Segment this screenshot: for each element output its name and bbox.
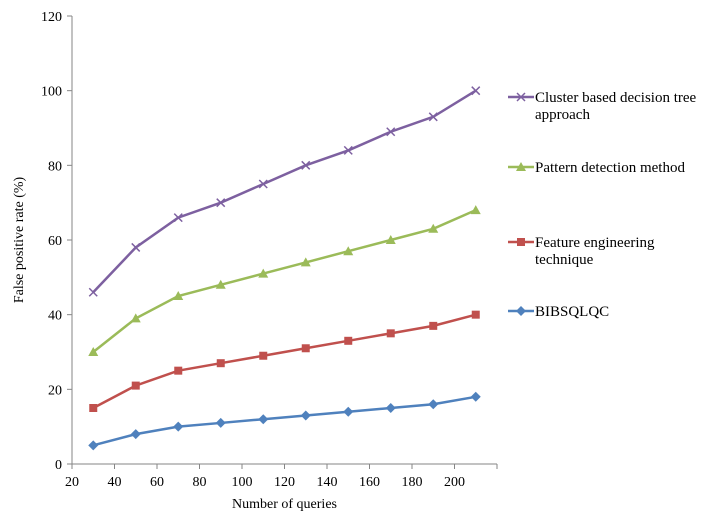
x-tick-label: 20 xyxy=(65,475,79,490)
series-2 xyxy=(89,310,480,412)
triangle-marker xyxy=(258,268,269,278)
x-axis-label: Number of queries xyxy=(232,497,337,512)
legend-label: BIBSQLQC xyxy=(535,304,609,320)
legend-label: Feature engineering xyxy=(535,235,655,251)
series-1 xyxy=(88,205,481,356)
legend-label: technique xyxy=(535,252,594,268)
x-marker xyxy=(131,242,141,252)
y-tick-label: 80 xyxy=(48,159,62,174)
x-tick-label: 60 xyxy=(150,475,164,490)
axes xyxy=(67,15,498,469)
triangle-marker xyxy=(215,279,226,289)
x-marker-stroke xyxy=(88,287,98,297)
triangle-marker xyxy=(300,257,311,267)
legend-label: Cluster based decision tree xyxy=(535,90,697,106)
x-marker xyxy=(428,112,438,122)
x-marker-stroke xyxy=(216,198,226,208)
series-line xyxy=(92,395,476,447)
x-tick-label: 180 xyxy=(402,475,423,490)
square-marker xyxy=(517,238,525,246)
x-tick-label: 80 xyxy=(193,475,207,490)
triangle-marker xyxy=(428,223,439,233)
diamond-marker xyxy=(428,399,439,410)
diamond-marker xyxy=(258,414,269,425)
triangle-marker xyxy=(385,235,396,244)
x-tick-label: 200 xyxy=(444,475,465,490)
triangle-marker xyxy=(173,291,184,300)
diamond-marker xyxy=(385,403,396,413)
square-marker xyxy=(429,321,438,330)
diamond-marker xyxy=(173,421,184,432)
y-tick-label: 20 xyxy=(48,383,62,398)
triangle-marker xyxy=(516,162,526,171)
triangle-marker xyxy=(88,347,99,356)
series-0 xyxy=(88,86,481,297)
series-line xyxy=(92,208,477,353)
legend-item-1: Pattern detection method xyxy=(508,160,685,176)
y-tick-label: 120 xyxy=(41,10,62,25)
x-marker-stroke xyxy=(428,112,438,122)
square-marker xyxy=(216,359,225,368)
square-marker xyxy=(344,336,353,345)
legend-label: Pattern detection method xyxy=(535,160,685,176)
x-marker xyxy=(301,160,311,170)
diamond-marker xyxy=(343,406,354,417)
square-marker xyxy=(471,310,480,319)
x-tick-label: 100 xyxy=(232,475,253,490)
x-marker xyxy=(258,179,268,189)
x-tick-label: 40 xyxy=(108,475,122,490)
diamond-marker xyxy=(470,391,481,402)
y-tick-label: 100 xyxy=(41,85,62,100)
y-tick-label: 40 xyxy=(48,309,62,324)
x-marker-stroke xyxy=(258,179,268,189)
x-tick-label: 120 xyxy=(274,475,295,490)
x-marker-stroke xyxy=(343,145,353,155)
x-marker xyxy=(216,198,226,208)
square-marker xyxy=(301,344,310,353)
x-tick-label: 140 xyxy=(317,475,338,490)
x-marker xyxy=(471,86,481,96)
x-marker-stroke xyxy=(516,92,526,102)
x-marker xyxy=(173,213,183,223)
y-tick-label: 60 xyxy=(48,234,62,249)
x-marker xyxy=(343,145,353,155)
diamond-marker xyxy=(300,410,311,421)
x-marker-stroke xyxy=(131,242,141,252)
square-marker xyxy=(386,329,395,338)
x-marker-stroke xyxy=(173,213,183,223)
diamond-marker xyxy=(88,440,99,451)
legend-item-3: BIBSQLQC xyxy=(508,304,609,320)
legend-label: approach xyxy=(535,107,590,123)
x-marker-stroke xyxy=(301,160,311,170)
series-3 xyxy=(88,391,481,451)
x-marker-stroke xyxy=(471,86,481,96)
series-line xyxy=(92,89,477,294)
series-layer xyxy=(88,86,481,451)
square-marker xyxy=(89,404,98,412)
x-tick-label: 160 xyxy=(359,475,380,490)
x-marker xyxy=(516,92,526,102)
diamond-marker xyxy=(130,429,141,440)
diamond-marker xyxy=(215,417,226,428)
y-axis-label: False positive rate (%) xyxy=(12,176,27,303)
diamond-marker xyxy=(516,306,526,316)
square-marker xyxy=(259,351,268,360)
triangle-marker xyxy=(130,313,141,323)
y-tick-label: 0 xyxy=(55,458,62,473)
x-marker-stroke xyxy=(386,127,396,137)
x-marker xyxy=(88,287,98,297)
series-line xyxy=(92,313,477,410)
square-marker xyxy=(131,381,140,390)
x-marker xyxy=(386,127,396,137)
triangle-marker xyxy=(343,246,354,256)
square-marker xyxy=(174,366,183,375)
triangle-marker xyxy=(470,205,481,215)
